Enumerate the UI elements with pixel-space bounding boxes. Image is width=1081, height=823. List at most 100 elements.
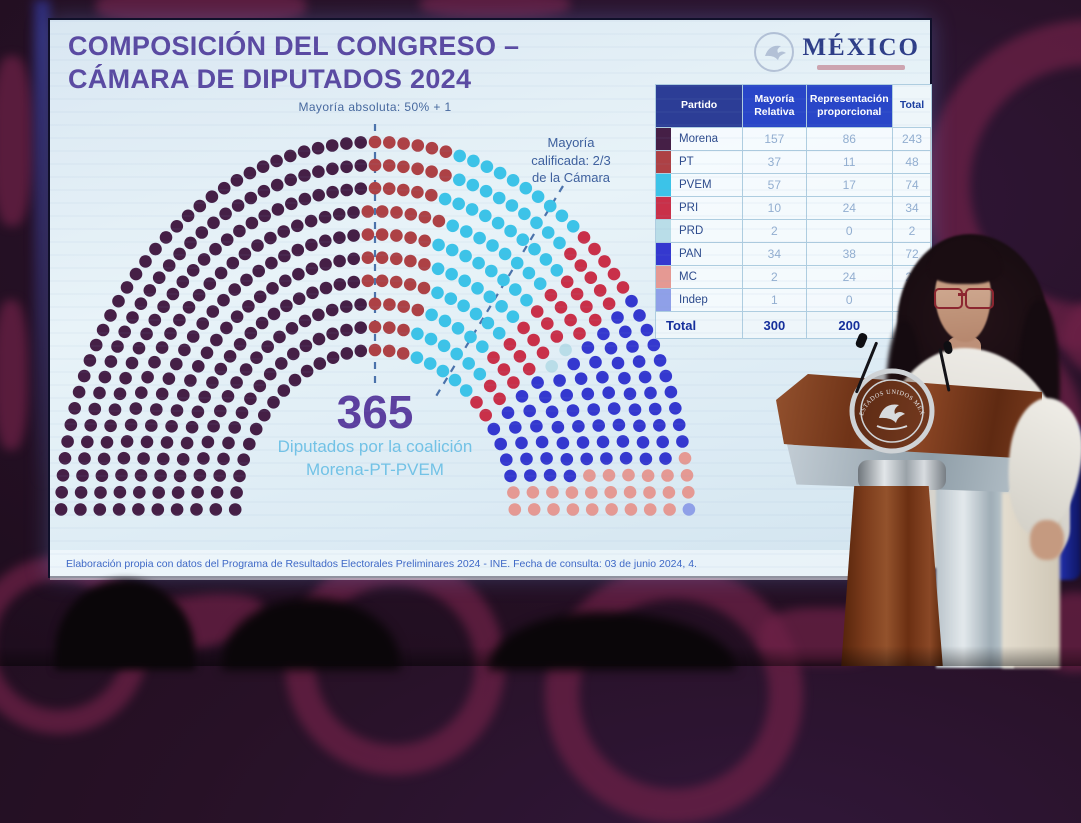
seat-dot [152, 271, 166, 284]
seat-dot [266, 282, 279, 295]
seat-dot [340, 137, 353, 150]
seat-dot [611, 311, 624, 324]
seat-dot [162, 372, 176, 386]
qualified-majority-line2: calificada: 2/3 [531, 152, 611, 168]
party-name: MC [679, 271, 697, 283]
seat-dot [588, 242, 601, 256]
seat-dot [581, 341, 595, 354]
seat-dot [326, 327, 339, 341]
proportional-value: 0 [805, 288, 894, 312]
seat-dot [460, 225, 473, 238]
total-value: 2 [892, 219, 932, 243]
seat-dot [239, 363, 253, 376]
qualified-majority-label: Mayoría calificada: 2/3 de la Cámara [502, 134, 640, 187]
seat-dot [206, 305, 220, 318]
seat-dot [210, 333, 223, 347]
seat-dot [431, 286, 444, 300]
seat-dot [546, 485, 559, 499]
seat-dot [539, 253, 553, 266]
seat-dot [446, 219, 460, 233]
seat-dot [368, 297, 382, 311]
seat-dot [522, 266, 536, 280]
seat-dot [280, 299, 293, 313]
seat-dot [347, 206, 360, 219]
seat-dot [554, 301, 568, 314]
seat-dot [304, 214, 318, 228]
seat-dot [425, 188, 438, 202]
seat-dot [305, 238, 318, 252]
seat-dot [498, 247, 512, 261]
seat-dot [375, 274, 389, 288]
seat-dot [604, 486, 617, 499]
seat-dot [448, 373, 462, 387]
seat-dot [149, 242, 162, 256]
seat-dot [565, 486, 579, 499]
speaker-glasses-left-lens [934, 288, 963, 309]
total-value: 34 [892, 196, 932, 220]
seat-dot [162, 259, 176, 272]
seat-dot [333, 254, 346, 268]
seat-dot [347, 252, 361, 266]
seat-dot [425, 308, 438, 322]
seat-dot [264, 231, 277, 245]
seat-dot [607, 267, 621, 281]
seat-dot [245, 216, 259, 230]
seat-dot [244, 326, 258, 340]
seat-dot [145, 419, 158, 432]
seat-dot [600, 452, 613, 465]
seat-dot [205, 190, 219, 203]
seat-dot [94, 486, 107, 499]
seat-dot [472, 256, 485, 270]
seat-dot [313, 357, 327, 370]
seat-dot [176, 275, 190, 289]
seat-dot [257, 184, 271, 198]
coalition-annotation: 365 Diputados por la coalición Morena-PT… [220, 388, 530, 482]
proportional-value: 24 [805, 196, 894, 220]
seat-dot [493, 166, 507, 180]
seat-dot [180, 436, 194, 450]
seat-dot [643, 486, 656, 499]
seat-dot [580, 452, 593, 466]
seat-dot [576, 436, 590, 449]
seat-dot [173, 247, 186, 261]
seat-dot [354, 344, 368, 358]
coalition-caption-line2: Morena-PT-PVEM [306, 460, 444, 480]
seat-dot [545, 405, 559, 419]
seat-dot [553, 236, 566, 250]
seat-dot [196, 317, 209, 330]
seat-dot [278, 249, 291, 263]
seat-dot [152, 486, 165, 499]
seat-dot [492, 326, 506, 340]
seat-dot [382, 344, 396, 358]
seat-dot [311, 141, 325, 155]
seat-dot [390, 206, 403, 219]
seat-dot [368, 135, 382, 149]
seat-dot [210, 486, 224, 499]
logo-wordmark: MÉXICO [802, 34, 920, 70]
seat-dot [497, 273, 510, 287]
seat-dot [453, 149, 467, 163]
seat-dot [112, 294, 125, 308]
seat-dot [186, 330, 200, 343]
seat-dot [354, 182, 368, 195]
seat-dot [340, 183, 354, 197]
seat-dot [636, 436, 650, 449]
seat-dot [277, 384, 291, 397]
seat-dot [195, 226, 209, 239]
seat-dot [184, 374, 197, 387]
seat-dot [270, 154, 283, 168]
seat-dot [439, 145, 453, 158]
seat-dot [589, 355, 602, 369]
seat-dot [540, 452, 553, 465]
qualified-majority-line1: Mayoría [547, 135, 595, 150]
seat-dot [507, 376, 520, 389]
seat-dot [191, 485, 204, 499]
seat-dot [503, 338, 517, 351]
seat-dot [647, 338, 661, 352]
seat-dot [217, 293, 230, 307]
seat-dot [581, 387, 595, 401]
seat-dot [644, 386, 657, 400]
projection-screen: COMPOSICIÓN DEL CONGRESO – CÁMARA DE DIP… [48, 18, 932, 580]
seat-dot [397, 160, 410, 174]
seat-dot [332, 208, 346, 221]
